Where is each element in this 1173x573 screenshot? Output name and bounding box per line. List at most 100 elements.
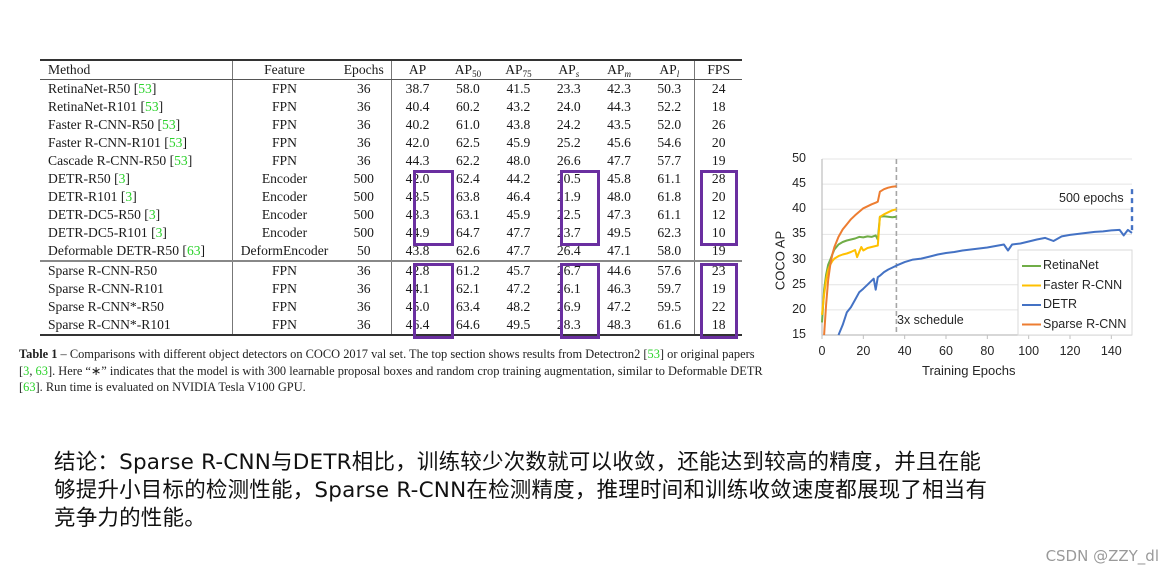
cell-apl: 61.8 bbox=[657, 189, 682, 204]
table-row: Sparse R-CNN-R50 FPN 36 42.8 61.2 45.7 26.7 44.… bbox=[40, 260, 742, 280]
cell-apl: 50.3 bbox=[657, 81, 682, 96]
table-row: Cascade R-CNN-R50 [53] FPN 36 44.3 62.2 48.0 2… bbox=[40, 152, 742, 170]
citation-link[interactable]: 53 bbox=[145, 99, 159, 114]
cell-ap50: 61.2 bbox=[442, 260, 494, 280]
header-ap75: AP75 bbox=[493, 60, 544, 80]
x-tick-label: 80 bbox=[980, 344, 995, 358]
cell-apm: 44.6 bbox=[593, 260, 645, 280]
table-caption: Table 1 – Comparisons with different obj… bbox=[19, 347, 763, 394]
citation-link[interactable]: 3 bbox=[118, 171, 126, 186]
citation-link[interactable]: 53 bbox=[647, 347, 660, 361]
cell-ap75: 45.7 bbox=[493, 260, 544, 280]
table-row: DETR-DC5-R50 [3] Encoder 500 43.3 63.1 45.9 22… bbox=[40, 206, 742, 224]
citation-link[interactable]: 53 bbox=[168, 135, 183, 150]
cell-fps: 23 bbox=[694, 260, 742, 280]
cell-feature: FPN bbox=[272, 317, 297, 332]
cell-aps: 28.3 bbox=[556, 317, 581, 332]
table-row: DETR-R101 [3] Encoder 500 43.5 63.8 46.4 21.9 4… bbox=[40, 188, 742, 206]
cell-epochs: 36 bbox=[336, 134, 393, 152]
cell-fps: 20 bbox=[694, 188, 742, 206]
citation-link[interactable]: 63 bbox=[35, 363, 48, 378]
cell-ap: 43.3 bbox=[405, 207, 430, 222]
watermark: CSDN @ZZY_dl bbox=[1045, 547, 1159, 565]
cell-epochs: 36 bbox=[336, 98, 393, 116]
table-row: Faster R-CNN-R50 [53] FPN 36 40.2 61.0 43.8 24… bbox=[40, 116, 742, 134]
cell-ap50: 61.0 bbox=[456, 117, 480, 132]
citation-link[interactable]: 53 bbox=[162, 117, 176, 132]
cell-ap: 43.5 bbox=[405, 189, 430, 204]
x-tick-label: 140 bbox=[1100, 344, 1122, 358]
cell-aps: 26.6 bbox=[556, 153, 581, 168]
cell-ap: 42.0 bbox=[405, 135, 430, 150]
cell-method: Sparse R-CNN*-R50 bbox=[40, 298, 233, 316]
series-line-faster-r-cnn bbox=[821, 208, 897, 316]
cell-ap75: 47.7 bbox=[506, 243, 531, 258]
cell-fps: 19 bbox=[694, 280, 742, 298]
table-row: Sparse R-CNN-R101 FPN 36 44.1 62.1 47.2 26.1 46… bbox=[40, 280, 742, 298]
x-tick-label: 40 bbox=[897, 344, 912, 358]
cell-method: DETR-R101 [3] bbox=[40, 188, 233, 206]
cell-method: Sparse R-CNN-R50 bbox=[40, 260, 233, 280]
y-tick-label: 20 bbox=[792, 301, 806, 316]
cell-apm: 48.3 bbox=[607, 317, 631, 332]
table-row: Sparse R-CNN*-R101 FPN 36 46.4 64.6 49.5 28.3 4… bbox=[40, 316, 742, 335]
cell-ap50: 62.1 bbox=[456, 281, 480, 296]
cell-ap75: 47.2 bbox=[506, 281, 531, 296]
citation-link[interactable]: 3 bbox=[23, 363, 30, 378]
cell-fps: 18 bbox=[694, 316, 742, 335]
citation-link[interactable]: 3 bbox=[125, 189, 133, 204]
cell-ap50: 64.6 bbox=[456, 317, 480, 332]
header-epochs: Epochs bbox=[336, 60, 393, 80]
header-apm: APm bbox=[593, 60, 645, 80]
comparison-table-container: Method Feature Epochs AP AP50 AP75 APs A… bbox=[40, 59, 742, 339]
cell-ap75: 44.2 bbox=[506, 171, 531, 186]
convergence-chart-svg bbox=[821, 158, 1134, 339]
cell-fps: 19 bbox=[694, 242, 742, 261]
citation-link[interactable]: 63 bbox=[186, 243, 201, 258]
table-row: Sparse R-CNN*-R50 FPN 36 45.0 63.4 48.2 26.9 47… bbox=[40, 298, 742, 316]
series-line-sparse-r-cnn bbox=[823, 185, 897, 336]
cell-method: DETR-DC5-R50 [3] bbox=[40, 206, 233, 224]
cell-epochs: 36 bbox=[336, 298, 393, 316]
cell-apm: 42.3 bbox=[607, 81, 631, 96]
table-header-row: Method Feature Epochs AP AP50 AP75 APs A… bbox=[40, 60, 742, 80]
cell-method: RetinaNet-R50 [53] bbox=[40, 79, 233, 98]
cell-ap75: 48.2 bbox=[506, 299, 531, 314]
cell-apl: 52.0 bbox=[657, 117, 682, 132]
legend-label: RetinaNet bbox=[1043, 258, 1099, 272]
comparison-table: Method Feature Epochs AP AP50 AP75 APs A… bbox=[40, 59, 742, 336]
cell-apl: 62.3 bbox=[657, 225, 682, 240]
header-feature: Feature bbox=[232, 60, 337, 80]
cell-ap50: 58.0 bbox=[456, 81, 480, 96]
chart-legend bbox=[1017, 249, 1133, 336]
cell-apm: 43.5 bbox=[607, 117, 631, 132]
annotation-3x-schedule: 3x schedule bbox=[897, 313, 964, 327]
citation-link[interactable]: 53 bbox=[138, 81, 152, 96]
legend-box bbox=[1017, 249, 1133, 336]
cell-epochs: 36 bbox=[336, 116, 393, 134]
chart-series-lines bbox=[821, 185, 1133, 336]
cell-ap: 44.1 bbox=[405, 281, 430, 296]
table-row: Deformable DETR-R50 [63] DeformEncoder 50 4… bbox=[40, 242, 742, 261]
citation-link[interactable]: 3 bbox=[155, 225, 163, 240]
cell-apm: 47.2 bbox=[607, 299, 631, 314]
cell-apl: 58.0 bbox=[657, 243, 682, 258]
cell-aps: 24.2 bbox=[556, 117, 581, 132]
cell-epochs: 36 bbox=[336, 316, 393, 335]
legend-label: Faster R-CNN bbox=[1043, 277, 1123, 292]
header-fps: FPS bbox=[694, 60, 742, 80]
cell-apm: 47.3 bbox=[607, 207, 631, 222]
cell-method: Faster R-CNN-R50 [53] bbox=[40, 116, 233, 134]
y-tick-label: 35 bbox=[792, 226, 806, 241]
conclusion-line-1: 结论：Sparse R-CNN与DETR相比，训练较少次数就可以收敛，还能达到较… bbox=[54, 450, 982, 475]
table-row: RetinaNet-R101 [53] FPN 36 40.4 60.2 43.2 24.0… bbox=[40, 98, 742, 116]
cell-feature: FPN bbox=[272, 299, 297, 314]
citation-link[interactable]: 63 bbox=[23, 380, 36, 394]
cell-apm: 45.6 bbox=[607, 135, 631, 150]
citation-link[interactable]: 53 bbox=[174, 153, 188, 168]
cell-method: RetinaNet-R101 [53] bbox=[40, 98, 233, 116]
series-line-retinanet bbox=[821, 215, 897, 323]
y-tick-label: 25 bbox=[792, 276, 806, 291]
citation-link[interactable]: 3 bbox=[148, 207, 156, 222]
x-tick-label: 100 bbox=[1018, 344, 1040, 358]
